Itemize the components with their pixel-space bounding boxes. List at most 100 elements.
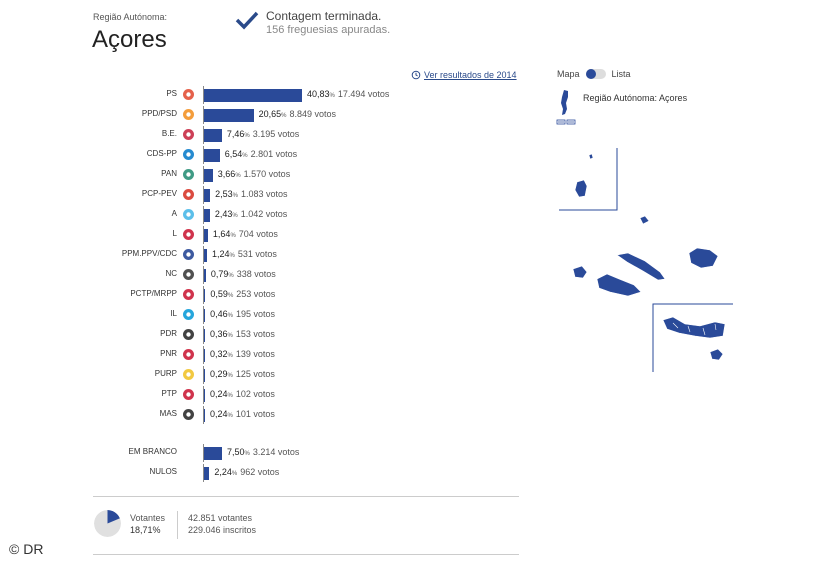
percent-value: 6,54 <box>224 149 243 159</box>
result-bar <box>204 309 206 322</box>
percent-sign: % <box>229 253 235 259</box>
votes-value: 2.801 votos <box>250 149 298 159</box>
party-row[interactable]: PS 40,83% 17.494 votos <box>0 86 520 104</box>
history-link-label: Ver resultados de 2014 <box>424 70 517 80</box>
party-name: CDS-PP <box>146 149 177 158</box>
party-name: PCTP/MRPP <box>130 289 177 298</box>
azores-map[interactable] <box>555 140 735 372</box>
percent-value: 1,64 <box>212 229 231 239</box>
party-row[interactable]: L 1,64% 704 votos <box>0 226 520 244</box>
portugal-mini-map[interactable] <box>556 89 578 125</box>
map-title: Região Autónoma: Açores <box>583 93 688 103</box>
count-title: Contagem terminada. <box>266 9 382 23</box>
percent-value: 0,24 <box>210 409 228 419</box>
votes-value: 195 votos <box>235 309 275 319</box>
page-title: Açores <box>92 26 167 53</box>
axis-line <box>203 186 204 204</box>
island-flores <box>574 179 588 198</box>
party-row[interactable]: EM BRANCO 7,50% 3.214 votos <box>0 444 520 462</box>
axis-line <box>203 166 204 184</box>
be-logo-icon <box>181 127 195 141</box>
axis-line <box>203 366 204 384</box>
island-graciosa <box>639 215 650 225</box>
votes-value: 253 votos <box>236 289 276 299</box>
percent-sign: % <box>227 413 233 419</box>
votes-value: 531 votos <box>237 249 277 259</box>
votes-value: 1.570 votos <box>243 169 291 179</box>
result-bar <box>204 189 211 202</box>
axis-line <box>203 246 204 264</box>
party-row[interactable]: IL 0,46% 195 votos <box>0 306 520 324</box>
bar-label: 0,24% 102 votos <box>210 389 275 399</box>
votes-value: 153 votos <box>235 329 275 339</box>
result-bar <box>204 369 205 382</box>
registered-count: 229.046 inscritos <box>188 525 257 535</box>
percent-value: 20,65 <box>258 109 282 119</box>
history-results-link[interactable]: Ver resultados de 2014 <box>411 70 517 80</box>
count-subtitle: 156 freguesias apuradas. <box>266 24 391 36</box>
party-name: PURP <box>154 369 177 378</box>
party-row[interactable]: PPD/PSD 20,65% 8.849 votos <box>0 106 520 124</box>
party-name: PPM.PPV/CDC <box>121 249 177 258</box>
toggle-switch[interactable] <box>585 69 606 79</box>
party-name: EM BRANCO <box>128 447 177 456</box>
percent-sign: % <box>232 193 238 199</box>
map-list-toggle[interactable]: Mapa Lista <box>557 69 631 79</box>
party-row[interactable]: NC 0,79% 338 votos <box>0 266 520 284</box>
percent-sign: % <box>232 213 238 219</box>
votes-value: 338 votos <box>236 269 276 279</box>
party-row[interactable]: PAN 3,66% 1.570 votos <box>0 166 520 184</box>
result-bar <box>204 349 205 362</box>
party-row[interactable]: PCTP/MRPP 0,59% 253 votos <box>0 286 520 304</box>
party-name: PTP <box>161 389 177 398</box>
result-bar <box>204 209 210 222</box>
party-row[interactable]: PTP 0,24% 102 votos <box>0 386 520 404</box>
party-name: PS <box>166 89 177 98</box>
region-label: Região Autónoma: <box>93 12 168 22</box>
party-row[interactable]: PNR 0,32% 139 votos <box>0 346 520 364</box>
island-pico <box>596 273 642 297</box>
history-icon <box>411 70 421 80</box>
party-row[interactable]: PDR 0,36% 153 votos <box>0 326 520 344</box>
bar-label: 40,83% 17.494 votos <box>307 89 389 99</box>
party-row[interactable]: MAS 0,24% 101 votos <box>0 406 520 424</box>
result-bar <box>204 229 208 242</box>
party-name: NULOS <box>149 467 177 476</box>
party-row[interactable]: NULOS 2,24% 962 votos <box>0 464 520 482</box>
party-row[interactable]: CDS-PP 6,54% 2.801 votos <box>0 146 520 164</box>
result-bar <box>204 89 302 102</box>
bar-label: 0,29% 125 votos <box>210 369 275 379</box>
axis-line <box>203 464 204 482</box>
votes-value: 139 votos <box>235 349 275 359</box>
divider <box>93 496 519 497</box>
votes-value: 962 votos <box>240 467 280 477</box>
party-row[interactable]: A 2,43% 1.042 votos <box>0 206 520 224</box>
party-row[interactable]: PPM.PPV/CDC 1,24% 531 votos <box>0 246 520 264</box>
party-name: PNR <box>160 349 177 358</box>
axis-line <box>203 444 204 462</box>
party-row[interactable]: B.E. 7,46% 3.195 votos <box>0 126 520 144</box>
party-name: L <box>172 229 177 238</box>
percent-sign: % <box>230 233 236 239</box>
percent-sign: % <box>227 333 233 339</box>
percent-value: 40,83 <box>307 89 330 99</box>
nc-logo-icon <box>181 267 195 281</box>
island-santa-maria <box>709 348 724 361</box>
bar-label: 1,24% 531 votos <box>212 249 277 259</box>
pcp-logo-icon <box>181 187 195 201</box>
party-row[interactable]: PURP 0,29% 125 votos <box>0 366 520 384</box>
percent-value: 0,36 <box>210 329 228 339</box>
divider <box>93 554 519 555</box>
island-sao-miguel <box>662 316 726 339</box>
percent-sign: % <box>329 93 335 99</box>
psd-logo-icon <box>181 107 195 121</box>
votes-value: 101 votos <box>235 409 275 419</box>
cds-logo-icon <box>181 147 195 161</box>
result-bar <box>204 269 206 282</box>
result-bar <box>204 149 220 162</box>
mas-logo-icon <box>181 407 195 421</box>
percent-value: 0,24 <box>210 389 228 399</box>
party-name: B.E. <box>161 129 177 138</box>
party-row[interactable]: PCP-PEV 2,53% 1.083 votos <box>0 186 520 204</box>
livre-logo-icon <box>181 227 195 241</box>
